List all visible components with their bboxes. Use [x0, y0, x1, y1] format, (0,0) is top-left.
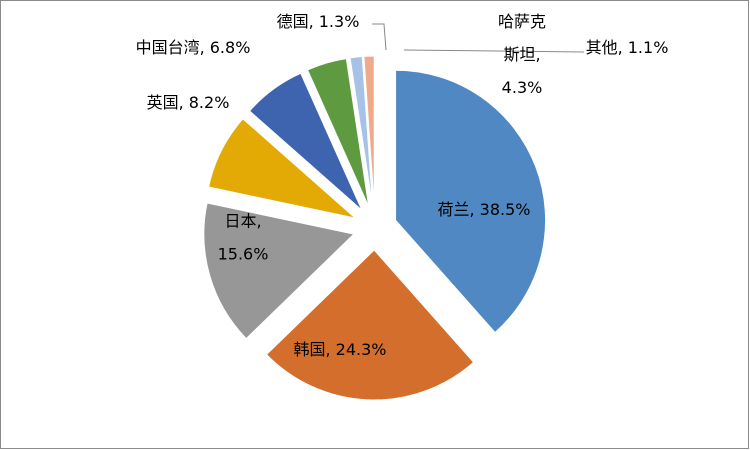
pie-slice: [349, 55, 374, 207]
data-label: 中国台湾, 6.8%: [136, 38, 251, 57]
leader-line: [403, 49, 585, 53]
data-label: 其他, 1.1%: [586, 38, 669, 57]
data-label-line: 哈萨克: [498, 12, 546, 31]
data-label-line: 斯坦,: [503, 45, 540, 64]
data-label-line: 日本,: [224, 211, 261, 230]
data-label-line: 荷兰, 38.5%: [437, 200, 530, 219]
data-label-line: 德国, 1.3%: [277, 12, 360, 31]
pie-slice: [248, 72, 363, 211]
data-label: 英国, 8.2%: [147, 93, 230, 112]
data-label: 德国, 1.3%: [277, 12, 360, 31]
data-label-line: 15.6%: [218, 244, 269, 263]
data-label: 韩国, 24.3%: [293, 340, 386, 359]
data-label-line: 韩国, 24.3%: [293, 340, 386, 359]
data-label-line: 其他, 1.1%: [586, 38, 669, 57]
data-label-line: 4.3%: [502, 78, 543, 97]
pie-slice: [208, 118, 358, 219]
pie-slice: [203, 202, 355, 340]
data-label-line: 中国台湾, 6.8%: [136, 38, 251, 57]
data-label-line: 英国, 8.2%: [147, 93, 230, 112]
data-label: 哈萨克斯坦, 4.3%: [498, 12, 546, 97]
data-label: 荷兰, 38.5%: [437, 200, 530, 219]
pie-slice: [363, 55, 375, 207]
leader-line: [372, 23, 387, 51]
pie-slice: [265, 249, 475, 401]
pie-slice: [395, 69, 547, 334]
data-label: 日本, 15.6%: [218, 211, 269, 263]
pie-slice: [306, 58, 370, 208]
